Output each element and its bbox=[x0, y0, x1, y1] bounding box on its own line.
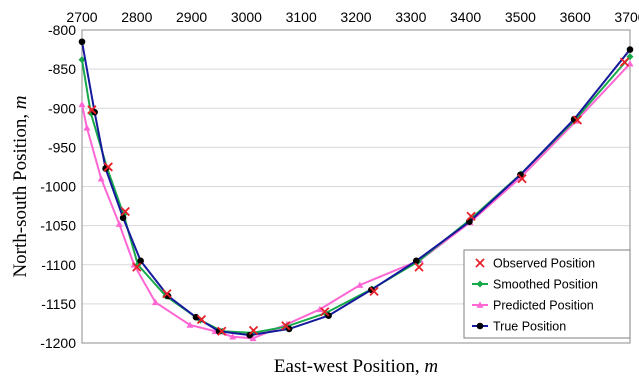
y-tick-labels: -800 -850 -900 -950 -1000 -1050 -1100 -1150 -120… bbox=[40, 22, 76, 351]
triangle-marker bbox=[356, 281, 364, 288]
x-marker bbox=[466, 211, 476, 221]
triangle-marker bbox=[151, 298, 159, 306]
plot-area-border bbox=[81, 29, 631, 344]
x-axis-unit: m bbox=[424, 356, 438, 377]
y-tick-label: -1050 bbox=[40, 218, 76, 234]
legend: Observed Position Smoothed Position Predic… bbox=[463, 249, 631, 339]
x-marker bbox=[248, 325, 259, 336]
y-tick-label: -1100 bbox=[41, 257, 76, 273]
x-marker bbox=[619, 57, 630, 67]
triangle-marker bbox=[78, 100, 86, 108]
triangle-marker bbox=[115, 220, 123, 227]
triangle-marker bbox=[186, 321, 194, 328]
x-marker bbox=[281, 321, 291, 331]
x-marker bbox=[120, 206, 130, 217]
legend-label: Predicted Position bbox=[493, 299, 594, 313]
y-tick-label: -900 bbox=[48, 100, 76, 116]
x-marker bbox=[414, 262, 424, 272]
triangle-marker bbox=[249, 334, 257, 342]
legend-label: Smoothed Position bbox=[493, 278, 598, 292]
y-tick-label: -1200 bbox=[40, 335, 76, 351]
series-layer bbox=[78, 38, 634, 342]
legend-box bbox=[463, 249, 631, 339]
y-axis-title: North-south Position, m bbox=[10, 95, 31, 277]
x-tick-label: 2800 bbox=[121, 9, 152, 25]
x-marker bbox=[87, 105, 97, 115]
circle-marker bbox=[476, 322, 484, 330]
circle-marker bbox=[119, 214, 127, 222]
x-tick-label: 2900 bbox=[176, 9, 207, 25]
legend-entry: Observed Position bbox=[475, 257, 595, 271]
legend-label: True Position bbox=[493, 320, 566, 334]
legend-entry: Smoothed Position bbox=[472, 278, 598, 292]
series-observed-position bbox=[87, 57, 630, 336]
series-line bbox=[81, 62, 631, 340]
circle-marker bbox=[626, 46, 634, 53]
x-marker bbox=[162, 289, 172, 299]
x-tick-label: 3300 bbox=[395, 9, 426, 25]
x-tick-label: 2700 bbox=[66, 9, 97, 25]
triangle-marker bbox=[229, 333, 237, 340]
legend-label: Observed Position bbox=[493, 257, 595, 271]
triangle-marker bbox=[83, 124, 91, 131]
y-axis-unit: m bbox=[10, 95, 31, 109]
triangle-marker bbox=[476, 301, 484, 308]
x-tick-label: 3100 bbox=[286, 9, 317, 25]
x-tick-label: 3000 bbox=[231, 9, 262, 25]
x-marker bbox=[320, 307, 330, 317]
diamond-marker bbox=[78, 56, 86, 64]
x-axis-title: East-west Position, m bbox=[274, 356, 438, 377]
x-tick-label: 3200 bbox=[340, 9, 371, 25]
legend-entry: Predicted Position bbox=[472, 299, 594, 313]
x-marker bbox=[475, 258, 485, 268]
circle-marker bbox=[78, 38, 86, 46]
x-tick-labels: 2700 2800 2900 3000 3100 3200 3300 3400 3500 3600… bbox=[66, 9, 639, 25]
x-tick-label: 3600 bbox=[560, 9, 591, 25]
x-marker bbox=[103, 162, 113, 172]
triangle-marker bbox=[316, 305, 324, 313]
x-axis-label: East-west Position, bbox=[274, 356, 424, 377]
y-tick-label: -850 bbox=[48, 61, 76, 77]
circle-marker bbox=[412, 257, 420, 265]
x-marker bbox=[369, 286, 379, 296]
x-marker bbox=[196, 314, 207, 325]
y-tick-label: -950 bbox=[48, 139, 76, 155]
x-marker bbox=[132, 262, 142, 272]
x-tick-label: 3700 bbox=[614, 9, 639, 25]
x-marker bbox=[217, 326, 227, 336]
y-tick-label: -1150 bbox=[41, 296, 76, 312]
circle-marker bbox=[137, 257, 144, 265]
y-tick-label: -1000 bbox=[40, 179, 76, 195]
legend-entry: True Position bbox=[472, 320, 566, 334]
x-tick-label: 3500 bbox=[505, 9, 536, 25]
x-tick-label: 3400 bbox=[450, 9, 481, 25]
triangle-marker bbox=[97, 175, 105, 182]
x-marker bbox=[572, 115, 583, 125]
y-tick-label: -800 bbox=[48, 22, 76, 38]
x-marker bbox=[517, 174, 527, 184]
y-axis-label: North-south Position, bbox=[10, 109, 31, 277]
diamond-marker bbox=[476, 280, 484, 288]
